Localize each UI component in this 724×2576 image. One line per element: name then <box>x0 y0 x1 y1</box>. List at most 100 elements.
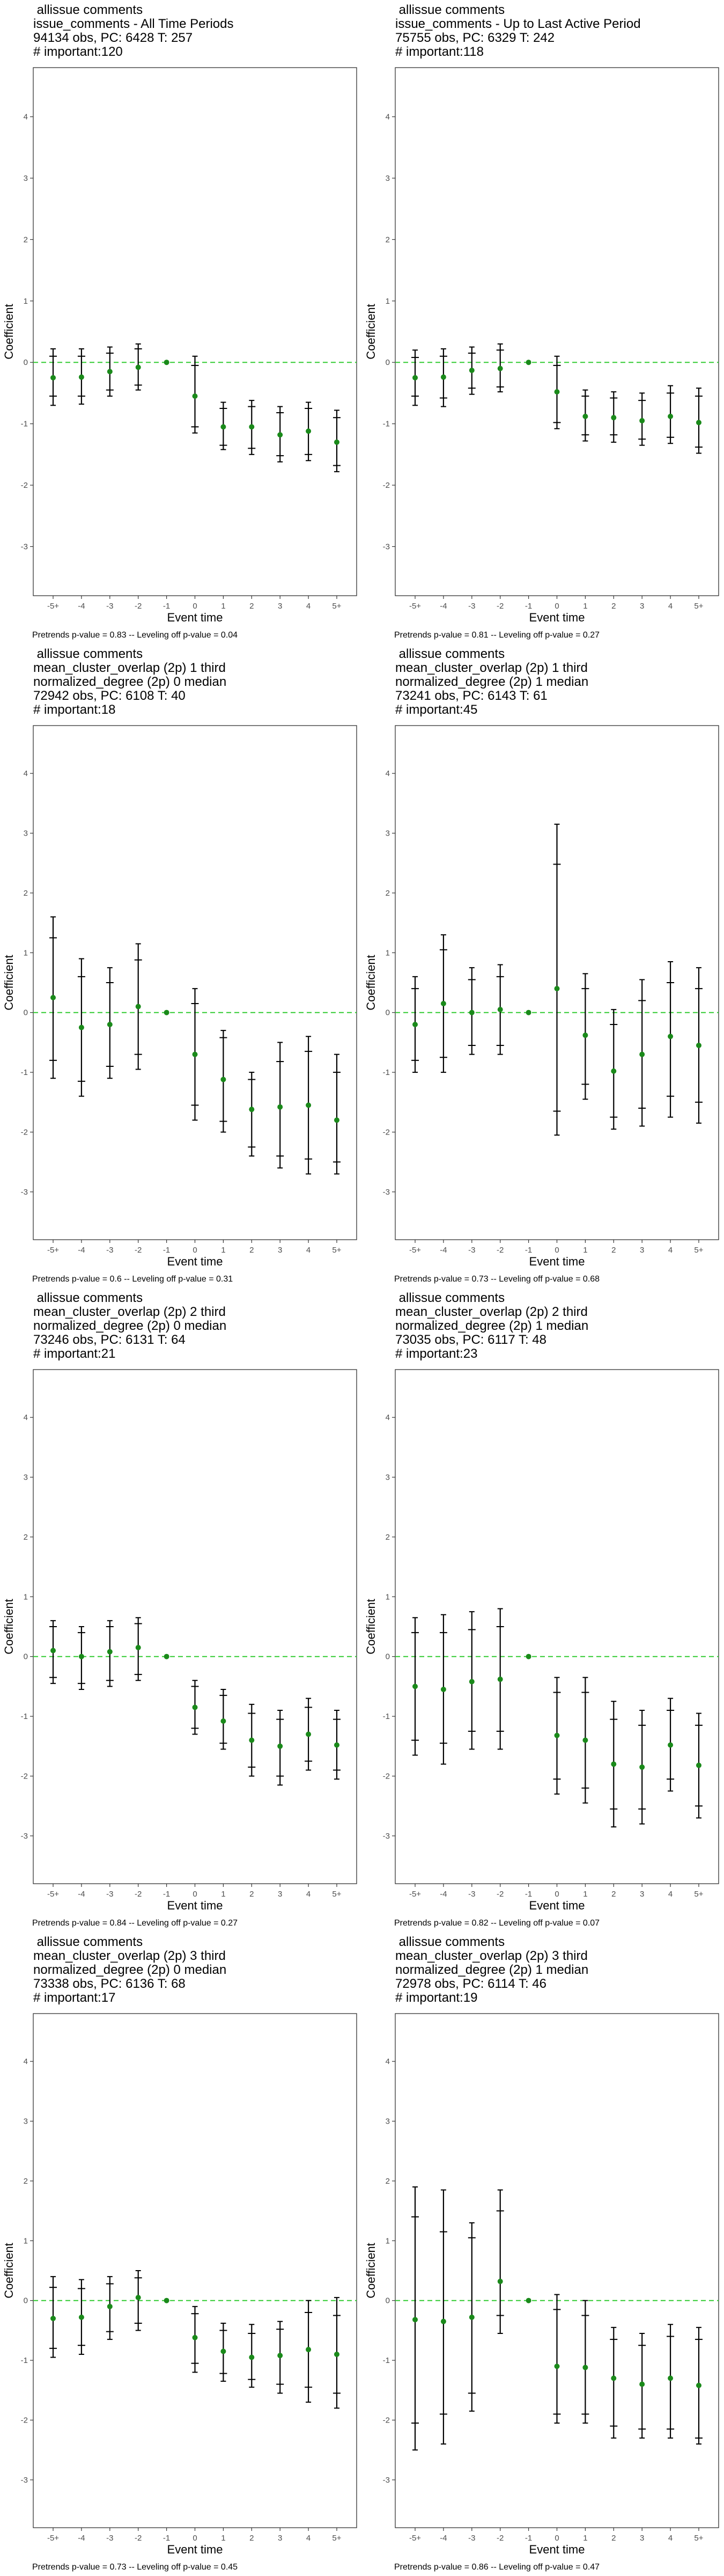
coefficient-point <box>696 2382 701 2388</box>
coefficient-point <box>249 1107 255 1113</box>
chart-caption: Pretrends p-value = 0.73 -- Leveling off… <box>32 2563 238 2572</box>
y-axis-label: Coefficient <box>364 304 378 360</box>
chart-caption: Pretrends p-value = 0.81 -- Leveling off… <box>394 631 600 640</box>
chart-title-line: allissue comments <box>395 647 505 661</box>
coefficient-point <box>611 1068 617 1074</box>
coefficient-point <box>220 2348 226 2354</box>
y-tick-label: 2 <box>24 1533 28 1542</box>
x-tick-label: 3 <box>640 2534 644 2543</box>
chart-title-line: allissue comments <box>395 1935 505 1949</box>
y-tick-label: 1 <box>24 948 28 957</box>
chart-caption: Pretrends p-value = 0.83 -- Leveling off… <box>32 631 238 640</box>
x-tick-label: 0 <box>555 1246 559 1255</box>
coefficient-point <box>668 2375 674 2381</box>
coefficient-point <box>639 1051 645 1057</box>
chart-title-line: mean_cluster_overlap (2p) 2 third <box>33 1305 226 1319</box>
chart-title-line: 94134 obs, PC: 6428 T: 257 <box>33 31 193 45</box>
y-tick-label: 3 <box>24 1473 28 1482</box>
coefficient-point <box>334 1742 339 1748</box>
chart-title-line: issue_comments - Up to Last Active Perio… <box>395 17 641 31</box>
x-tick-label: 4 <box>306 1890 311 1899</box>
y-tick-label: 0 <box>24 2296 28 2306</box>
x-tick-label: 1 <box>583 602 587 611</box>
y-tick-label: 1 <box>24 2236 28 2245</box>
x-axis-label: Event time <box>529 611 585 624</box>
y-tick-label: -3 <box>383 542 390 551</box>
x-tick-label: -5+ <box>47 2534 59 2543</box>
chart-title-line: 73035 obs, PC: 6117 T: 48 <box>395 1333 546 1347</box>
chart-panel-3: allissue comments mean_cluster_overlap (2… <box>0 644 362 1288</box>
coefficient-point <box>440 1000 446 1006</box>
x-tick-label: -1 <box>163 2534 170 2543</box>
coefficient-point <box>334 2351 339 2357</box>
y-tick-label: 3 <box>386 829 390 838</box>
coefficient-point <box>696 1762 701 1768</box>
x-tick-label: 1 <box>221 602 225 611</box>
x-tick-label: 2 <box>249 1246 254 1255</box>
x-tick-label: -3 <box>468 2534 475 2543</box>
x-tick-label: -3 <box>106 602 113 611</box>
x-tick-label: 0 <box>555 602 559 611</box>
x-tick-label: 4 <box>306 2534 311 2543</box>
chart-svg: -3 -2 -1 0 1 2 3 4 Coefficient -5+ -4 -3 -2 -1 0 1 2 3 4 5+… <box>2 2013 357 2572</box>
x-tick-label: -1 <box>163 602 170 611</box>
x-tick-label: 3 <box>640 602 644 611</box>
x-tick-label: -3 <box>106 1890 113 1899</box>
x-tick-label: 1 <box>583 1890 587 1899</box>
y-axis-label: Coefficient <box>2 955 16 1011</box>
x-tick-label: 5+ <box>694 1246 703 1255</box>
x-tick-label: -5+ <box>47 1890 59 1899</box>
y-tick-label: 0 <box>386 358 390 367</box>
y-tick-label: -2 <box>21 1128 28 1137</box>
plot-area <box>395 1369 719 1884</box>
coefficient-point <box>412 1684 418 1689</box>
chart-title-line: 73241 obs, PC: 6143 T: 61 <box>395 689 548 703</box>
y-tick-label: 4 <box>386 2057 390 2066</box>
x-tick-label: 5+ <box>332 2534 341 2543</box>
coefficient-point <box>220 424 226 430</box>
coefficient-point <box>469 1679 475 1685</box>
x-tick-label: 2 <box>611 2534 616 2543</box>
y-tick-label: -2 <box>383 481 390 490</box>
y-tick-label: 4 <box>24 113 28 122</box>
coefficient-point <box>526 1009 531 1015</box>
coefficient-point <box>639 1764 645 1770</box>
coefficient-point <box>497 1007 503 1013</box>
x-tick-label: 4 <box>668 2534 673 2543</box>
y-tick-label: 0 <box>24 1008 28 1018</box>
coefficient-point <box>192 1704 198 1710</box>
chart-caption: Pretrends p-value = 0.84 -- Leveling off… <box>32 1919 238 1928</box>
y-tick-label: -3 <box>383 2476 390 2485</box>
x-tick-label: 3 <box>278 1246 282 1255</box>
chart-svg: -3 -2 -1 0 1 2 3 4 Coefficient -5+ -4 -3 -2 -1 0 1 2 3 4 5+… <box>2 1369 357 1928</box>
coefficient-point <box>164 1009 169 1015</box>
chart-caption: Pretrends p-value = 0.6 -- Leveling off … <box>32 1275 233 1284</box>
x-tick-label: 5+ <box>332 1890 341 1899</box>
coefficient-point <box>78 1024 84 1030</box>
coefficient-point <box>306 428 312 434</box>
y-tick-label: 1 <box>386 297 390 306</box>
x-tick-label: 1 <box>583 2534 587 2543</box>
x-tick-label: 1 <box>583 1246 587 1255</box>
y-tick-label: 3 <box>24 829 28 838</box>
coefficient-point <box>334 439 339 445</box>
chart-title-line: allissue comments <box>33 647 143 661</box>
x-tick-label: 2 <box>611 1246 616 1255</box>
x-tick-label: 3 <box>278 2534 282 2543</box>
coefficient-point <box>50 994 56 1000</box>
chart-title: allissue comments mean_cluster_overlap (2… <box>395 1291 724 1361</box>
y-tick-label: 1 <box>386 1592 390 1601</box>
x-tick-label: 2 <box>249 2534 254 2543</box>
coefficient-point <box>164 2297 169 2303</box>
coefficient-point <box>192 2334 198 2340</box>
chart-title: allissue comments issue_comments - Up to … <box>395 3 724 59</box>
coefficient-point <box>582 413 588 419</box>
x-tick-label: -1 <box>525 1890 532 1899</box>
chart-title-line: # important:17 <box>33 1990 116 2005</box>
coefficient-point <box>135 1644 141 1650</box>
x-tick-label: -4 <box>440 602 447 611</box>
y-tick-label: 2 <box>24 2177 28 2186</box>
x-tick-label: -4 <box>78 602 85 611</box>
coefficient-point <box>306 1731 312 1737</box>
chart-panel-4: allissue comments mean_cluster_overlap (2… <box>362 644 724 1288</box>
